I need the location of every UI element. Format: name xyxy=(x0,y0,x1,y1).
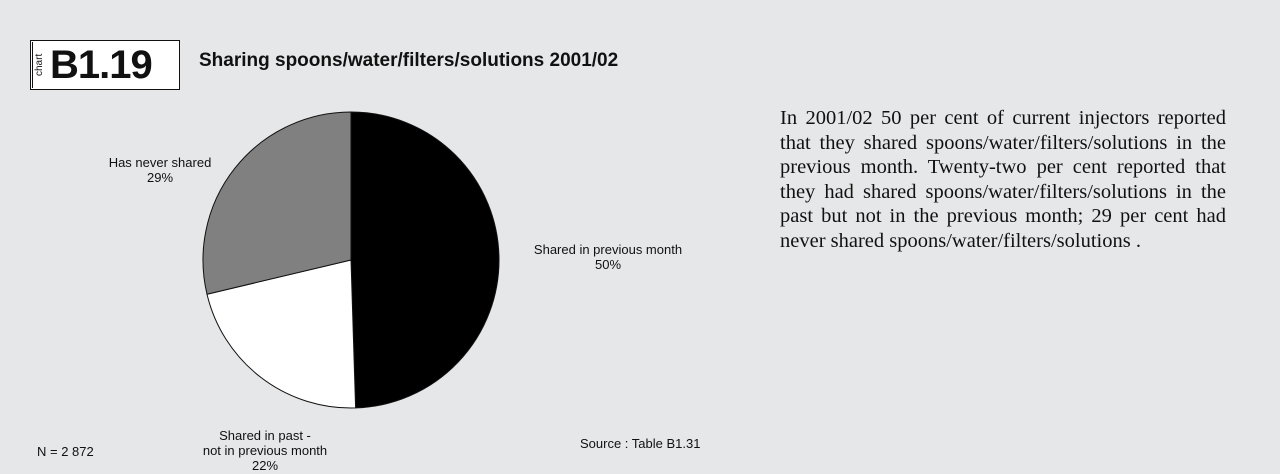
slice-label-text: Shared in past - xyxy=(219,428,311,443)
sample-size: N = 2 872 xyxy=(37,444,94,459)
slice-shared-previous-month xyxy=(350,111,500,409)
chart-badge: chart B1.19 xyxy=(30,40,180,90)
slice-value-text: 22% xyxy=(251,458,279,473)
slice-label-text: Has never shared xyxy=(108,155,212,170)
slice-label-shared-previous-month: Shared in previous month 50% xyxy=(508,242,708,272)
slice-value-text: 29% xyxy=(146,170,174,185)
slice-label-shared-in-past: Shared in past - not in previous month 2… xyxy=(180,428,350,473)
chart-title: Sharing spoons/water/filters/solutions 2… xyxy=(199,50,619,71)
chart-description: In 2001/02 50 per cent of current inject… xyxy=(780,107,1226,252)
slice-never-shared xyxy=(202,111,352,295)
slice-label-never-shared: Has never shared 29% xyxy=(80,155,240,185)
slice-label-text: not in previous month xyxy=(202,443,328,458)
chart-number: B1.19 xyxy=(50,43,153,87)
slice-shared-in-past xyxy=(206,259,357,409)
source-note: Source : Table B1.31 xyxy=(580,436,701,451)
pie-slices xyxy=(202,111,500,409)
slice-value-text: 50% xyxy=(594,257,622,272)
slice-label-text: Shared in previous month xyxy=(533,242,683,257)
